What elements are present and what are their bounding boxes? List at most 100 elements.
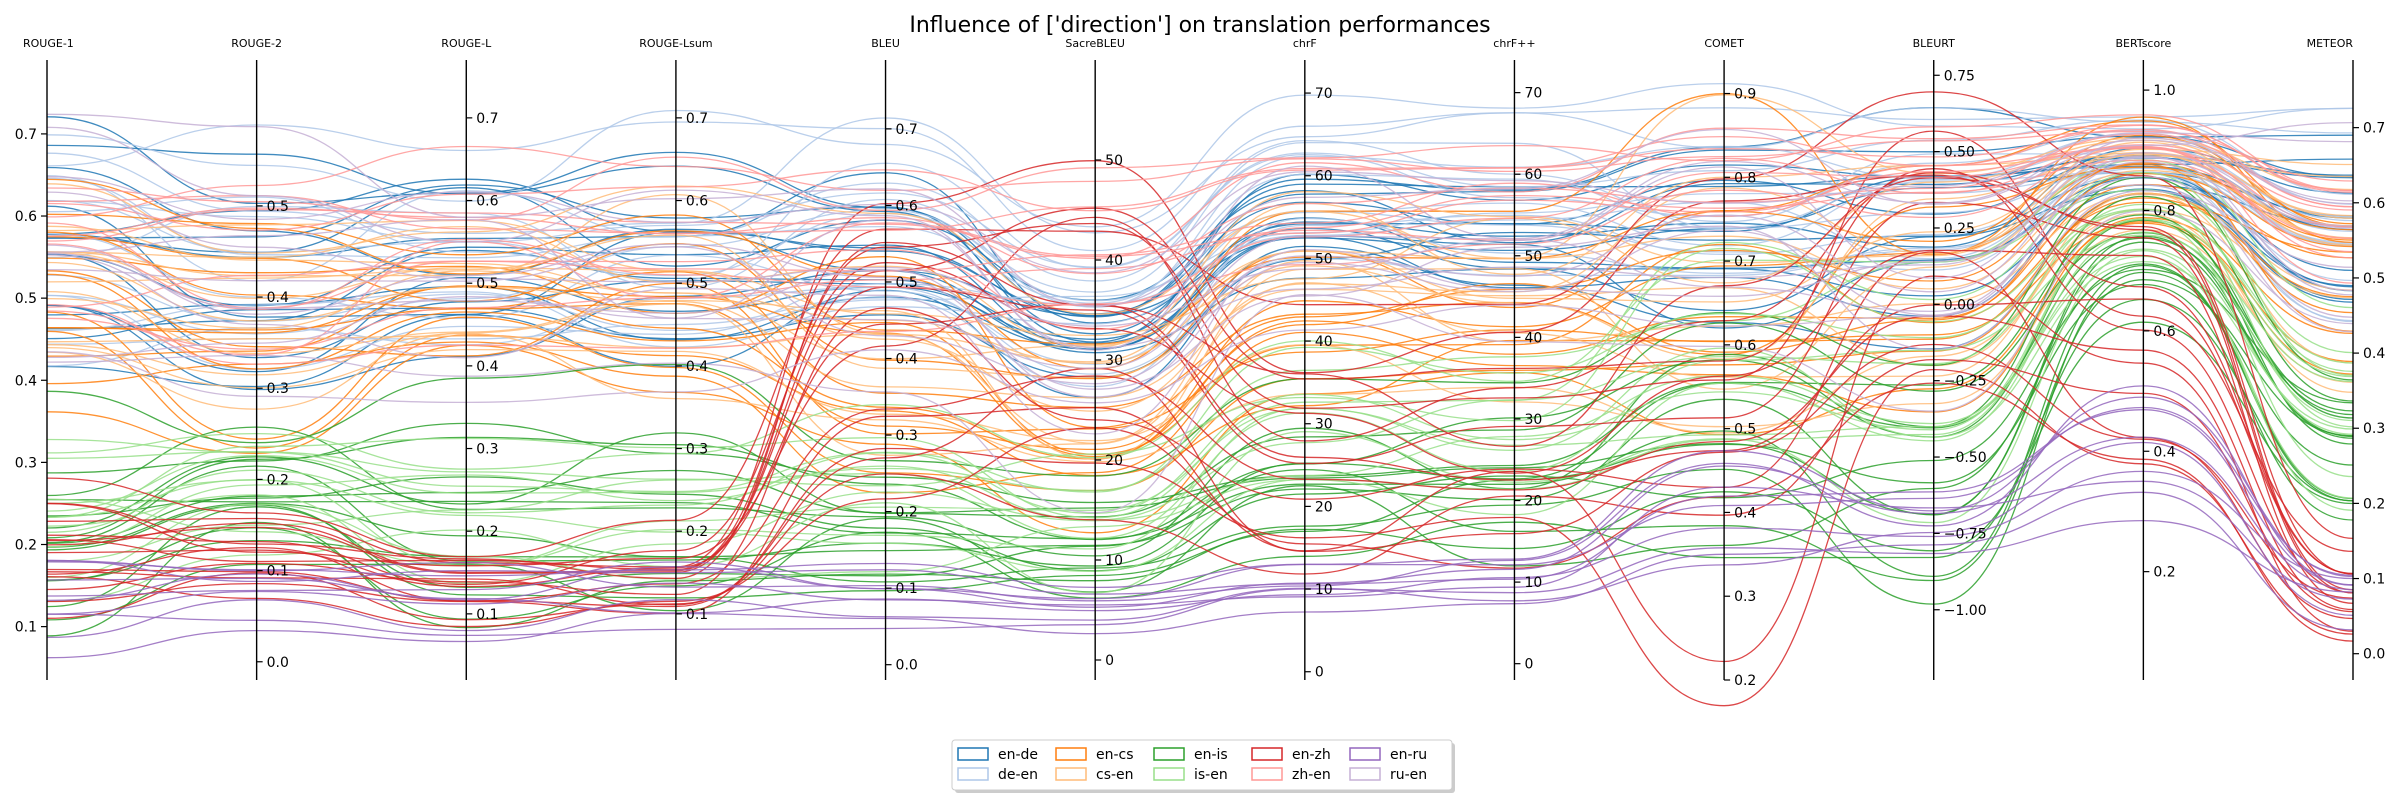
tick-label: 60 <box>1315 169 1333 185</box>
tick-label: 20 <box>1315 499 1333 515</box>
series-line-en-is <box>46 298 2354 620</box>
tick-label: 0.25 <box>1944 221 1975 237</box>
series-line-en-is <box>46 176 2354 477</box>
tick-label: 0.7 <box>15 127 37 143</box>
axis-rouge-2: ROUGE-2 0.0 0.1 0.2 0.3 0.4 0.5 <box>231 37 289 680</box>
axis-bertscore: BERTscore 0.2 0.4 0.6 0.8 1.0 <box>2115 37 2176 680</box>
axis-label: BLEURT <box>1913 37 1956 50</box>
series-line-en-is <box>46 268 2354 572</box>
tick-label: 0 <box>1524 657 1533 673</box>
tick-label: 0.7 <box>896 122 918 138</box>
legend-label: en-zh <box>1292 747 1331 763</box>
series-line-zh-en <box>46 145 2354 350</box>
tick-label: 0.0 <box>2363 647 2385 663</box>
tick-label: 0 <box>1315 665 1324 681</box>
tick-label: 10 <box>1524 575 1542 591</box>
tick-label: 50 <box>1105 153 1123 169</box>
series-line-is-en <box>46 203 2354 548</box>
chart-title: Influence of ['direction'] on translatio… <box>909 13 1490 38</box>
legend-frame <box>951 739 1453 791</box>
series-line-zh-en <box>46 147 2354 309</box>
axis-label: ROUGE-2 <box>231 37 282 50</box>
tick-label: 30 <box>1524 412 1542 428</box>
series-line-zh-en <box>46 144 2354 311</box>
legend-swatch <box>957 767 989 781</box>
legend-item-en-zh: en-zh <box>1251 747 1331 763</box>
series-line-zh-en <box>46 124 2354 234</box>
tick-label: 40 <box>1105 253 1123 269</box>
legend-item-en-ru: en-ru <box>1349 747 1427 763</box>
legend-label: cs-en <box>1096 767 1134 783</box>
tick-label: 20 <box>1105 453 1123 469</box>
legend-swatch <box>1251 767 1283 781</box>
tick-label: 0.0 <box>267 655 289 671</box>
legend-item-cs-en: cs-en <box>1055 767 1134 783</box>
tick-label: 0.5 <box>267 199 289 215</box>
legend-swatch <box>1153 767 1185 781</box>
tick-label: 0.2 <box>15 538 37 554</box>
series-line-de-en <box>46 82 2354 228</box>
series-line-en-zh <box>46 201 2354 594</box>
legend-label: en-de <box>998 747 1038 763</box>
series-line-en-zh <box>46 358 2354 621</box>
tick-label: 0.3 <box>1734 589 1756 605</box>
tick-label: 0.4 <box>2153 444 2175 460</box>
axis-label: COMET <box>1704 37 1744 50</box>
axis-chrf-: chrF++ 0 10 20 30 40 50 60 70 <box>1493 37 1542 680</box>
tick-label: 10 <box>1315 582 1333 598</box>
tick-label: 0.3 <box>476 442 498 458</box>
series-line-ru-en <box>46 113 2354 307</box>
tick-label: 20 <box>1524 494 1542 510</box>
tick-label: 0.5 <box>1734 422 1756 438</box>
tick-label: 10 <box>1105 553 1123 569</box>
series-line-ru-en <box>46 137 2354 327</box>
tick-label: 0.9 <box>1734 87 1756 103</box>
axis-rouge-1: ROUGE-1 0.1 0.2 0.3 0.4 0.5 0.6 0.7 <box>15 37 74 680</box>
axis-label: BERTscore <box>2115 37 2171 50</box>
axis-rouge-l: ROUGE-L 0.1 0.2 0.3 0.4 0.5 0.6 0.7 <box>441 37 499 680</box>
series-line-en-is <box>46 232 2354 529</box>
axis-meteor: METEOR 0.0 0.1 0.2 0.3 0.4 0.5 0.6 0.7 <box>2307 37 2385 680</box>
series-line-de-en <box>46 171 2354 332</box>
tick-label: 0.2 <box>267 472 289 488</box>
legend-swatch <box>1349 747 1381 761</box>
series-line-zh-en <box>46 147 2354 356</box>
series-line-en-de <box>46 154 2354 301</box>
tick-label: 0.8 <box>2153 203 2175 219</box>
legend-swatch <box>1153 747 1185 761</box>
tick-label: 1.0 <box>2153 83 2175 99</box>
series-line-en-ru <box>46 406 2354 602</box>
tick-label: 0.2 <box>2153 565 2175 581</box>
tick-label: 0.6 <box>686 194 708 210</box>
axis-chrf: chrF 0 10 20 30 40 50 60 70 <box>1293 37 1333 681</box>
legend-label: is-en <box>1194 767 1228 783</box>
tick-label: 0.1 <box>896 581 918 597</box>
tick-label: 0.2 <box>896 505 918 521</box>
series-line-en-ru <box>46 441 2354 639</box>
tick-label: 0.7 <box>1734 254 1756 270</box>
legend-item-en-cs: en-cs <box>1055 747 1134 763</box>
series-line-ru-en <box>46 175 2354 404</box>
axis-sacrebleu: SacreBLEU 0 10 20 30 40 50 <box>1065 37 1125 680</box>
tick-label: −0.75 <box>1944 526 1987 542</box>
tick-label: 0.1 <box>267 564 289 580</box>
tick-label: 0.4 <box>2363 346 2385 362</box>
series-line-ru-en <box>46 161 2354 369</box>
tick-label: 0.1 <box>476 607 498 623</box>
tick-label: 0.6 <box>896 198 918 214</box>
series-line-zh-en <box>46 130 2354 218</box>
legend-label: en-is <box>1194 747 1228 763</box>
tick-label: 0.8 <box>1734 170 1756 186</box>
tick-label: 0.1 <box>2363 572 2385 588</box>
tick-label: 0.5 <box>2363 271 2385 287</box>
tick-label: 0.4 <box>267 290 289 306</box>
series-lines <box>46 82 2354 707</box>
tick-label: 30 <box>1315 417 1333 433</box>
tick-label: 0.6 <box>2363 196 2385 212</box>
tick-label: 0.5 <box>686 276 708 292</box>
tick-label: 0.5 <box>15 291 37 307</box>
tick-label: −1.00 <box>1944 603 1987 619</box>
series-line-is-en <box>46 231 2354 580</box>
series-line-de-en <box>46 166 2354 304</box>
